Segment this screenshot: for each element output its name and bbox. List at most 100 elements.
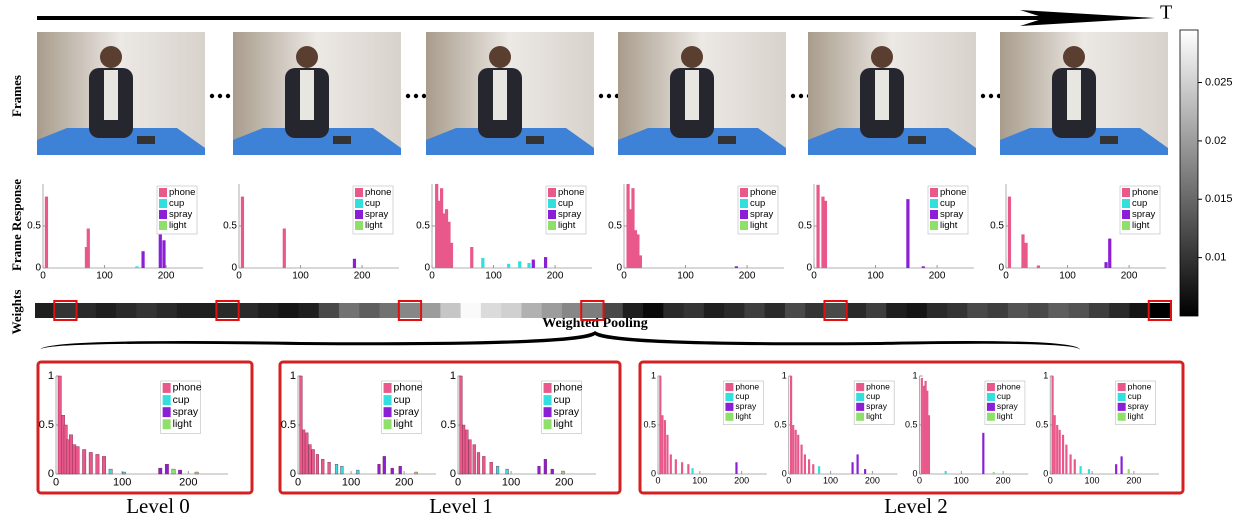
bar [378,464,381,474]
bar [159,234,162,268]
bar [506,469,509,474]
bar [507,264,510,268]
legend-label: light [173,419,192,430]
x-tick-label: 0 [455,477,461,489]
legend-swatch [1122,221,1130,230]
legend-label: light [1128,411,1144,421]
weight-cell [785,303,806,318]
weight-cell [846,303,867,318]
x-tick-label: 100 [1059,271,1076,282]
bar [283,229,286,268]
bar [328,462,331,474]
legend-label: light [997,411,1013,421]
bar [300,376,303,474]
person-shirt [875,70,889,120]
legend-label: spray [365,209,388,220]
legend-label: cup [394,395,411,406]
y-tick-label: 0.5 [416,221,430,232]
x-tick-label: 200 [865,476,880,486]
legend-label: phone [558,187,584,198]
legend-label: cup [735,391,749,401]
weight-cell [197,303,218,318]
legend-label: phone [394,383,423,394]
x-tick-label: 200 [547,271,564,282]
legend-swatch [930,188,938,197]
weight-cell [765,303,786,318]
bar [1024,243,1027,268]
legend-label: spray [173,407,199,418]
bar [335,464,338,474]
weight-cell [96,303,117,318]
ellipsis-dot [981,94,985,98]
x-tick-label: 200 [395,477,413,489]
colorbar [1180,30,1198,316]
bar [666,435,668,474]
x-tick-label: 100 [502,477,520,489]
bar [824,201,827,268]
legend-swatch [355,210,363,219]
row-label: Frame Response [9,179,24,271]
bar [241,197,244,268]
weight-cell [866,303,887,318]
weight-cell [319,303,340,318]
weight-cell [927,303,948,318]
bar [82,450,85,475]
y-tick-label: 0.5 [39,419,54,431]
legend-swatch [159,221,167,230]
person-head [296,46,318,68]
legend-label: phone [169,187,195,198]
bar [399,466,402,474]
x-tick-label: 100 [96,271,113,282]
bar [383,456,386,474]
bar [816,185,819,268]
bar [538,466,541,474]
level-label: Level 0 [126,494,190,518]
legend-label: phone [554,383,583,394]
bar [102,456,105,474]
y-tick-label: 0.5 [1036,419,1049,429]
legend-label: light [394,419,413,430]
legend-swatch [856,383,864,391]
weight-cell [339,303,360,318]
x-tick-label: 200 [354,271,371,282]
legend-swatch [725,413,733,421]
legend-label: spray [394,407,420,418]
x-tick-label: 100 [954,476,969,486]
legend-label: light [365,220,383,231]
bar [1080,466,1082,474]
level-label: Level 2 [884,494,948,518]
legend-label: spray [558,209,581,220]
bar [305,433,308,474]
legend-label: spray [554,407,580,418]
object [137,136,155,144]
bar [532,260,535,268]
weight-cell [298,303,319,318]
bar [982,433,984,474]
weight-cell [278,303,299,318]
bar [1128,469,1130,474]
legend-swatch [856,403,864,411]
colorbar-tick-label: 0.015 [1205,193,1233,205]
object [526,136,544,144]
bar [1065,445,1067,474]
y-tick-label: 0.5 [441,419,456,431]
level-label: Level 1 [429,494,493,518]
legend-swatch [548,210,556,219]
ellipsis-dot [414,94,418,98]
weight-cell [663,303,684,318]
legend-swatch [987,383,995,391]
bar [928,415,930,474]
bar [818,466,820,474]
bar [1121,456,1123,474]
legend-label: phone [173,383,202,394]
bar [1054,415,1056,474]
bar [353,259,356,268]
bar [135,266,138,268]
bar [551,469,554,474]
bar [460,376,463,474]
legend-swatch [548,188,556,197]
legend-label: light [866,411,882,421]
legend-swatch [1118,413,1126,421]
legend-swatch [725,403,733,411]
legend-label: phone [735,381,759,391]
